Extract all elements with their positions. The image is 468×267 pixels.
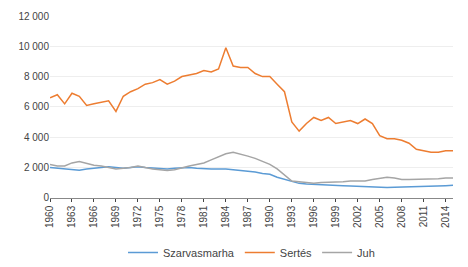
svg-text:Szarvasmarha: Szarvasmarha <box>163 247 235 259</box>
svg-text:2011: 2011 <box>418 205 429 227</box>
svg-text:2 000: 2 000 <box>24 162 49 173</box>
svg-text:1960: 1960 <box>44 205 55 228</box>
svg-text:4 000: 4 000 <box>24 132 49 143</box>
svg-text:1987: 1987 <box>242 205 253 228</box>
svg-text:1975: 1975 <box>154 205 165 228</box>
svg-text:1969: 1969 <box>110 205 121 228</box>
svg-text:2002: 2002 <box>352 205 363 228</box>
svg-text:1966: 1966 <box>88 205 99 228</box>
svg-text:2005: 2005 <box>374 205 385 228</box>
svg-text:1990: 1990 <box>264 205 275 228</box>
svg-text:1963: 1963 <box>66 205 77 228</box>
svg-text:8 000: 8 000 <box>24 71 49 82</box>
svg-text:12 000: 12 000 <box>18 11 49 22</box>
svg-text:2008: 2008 <box>396 205 407 228</box>
svg-text:Juh: Juh <box>357 247 375 259</box>
svg-text:1981: 1981 <box>198 205 209 228</box>
svg-text:10 000: 10 000 <box>18 41 49 52</box>
svg-text:1984: 1984 <box>220 205 231 228</box>
svg-text:1993: 1993 <box>286 205 297 228</box>
svg-text:2014: 2014 <box>440 205 451 228</box>
svg-text:6 000: 6 000 <box>24 101 49 112</box>
svg-text:1972: 1972 <box>132 205 143 228</box>
svg-text:Sertés: Sertés <box>280 247 312 259</box>
svg-text:0: 0 <box>43 192 49 203</box>
svg-text:1999: 1999 <box>330 205 341 228</box>
svg-text:1978: 1978 <box>176 205 187 228</box>
svg-text:1996: 1996 <box>308 205 319 228</box>
